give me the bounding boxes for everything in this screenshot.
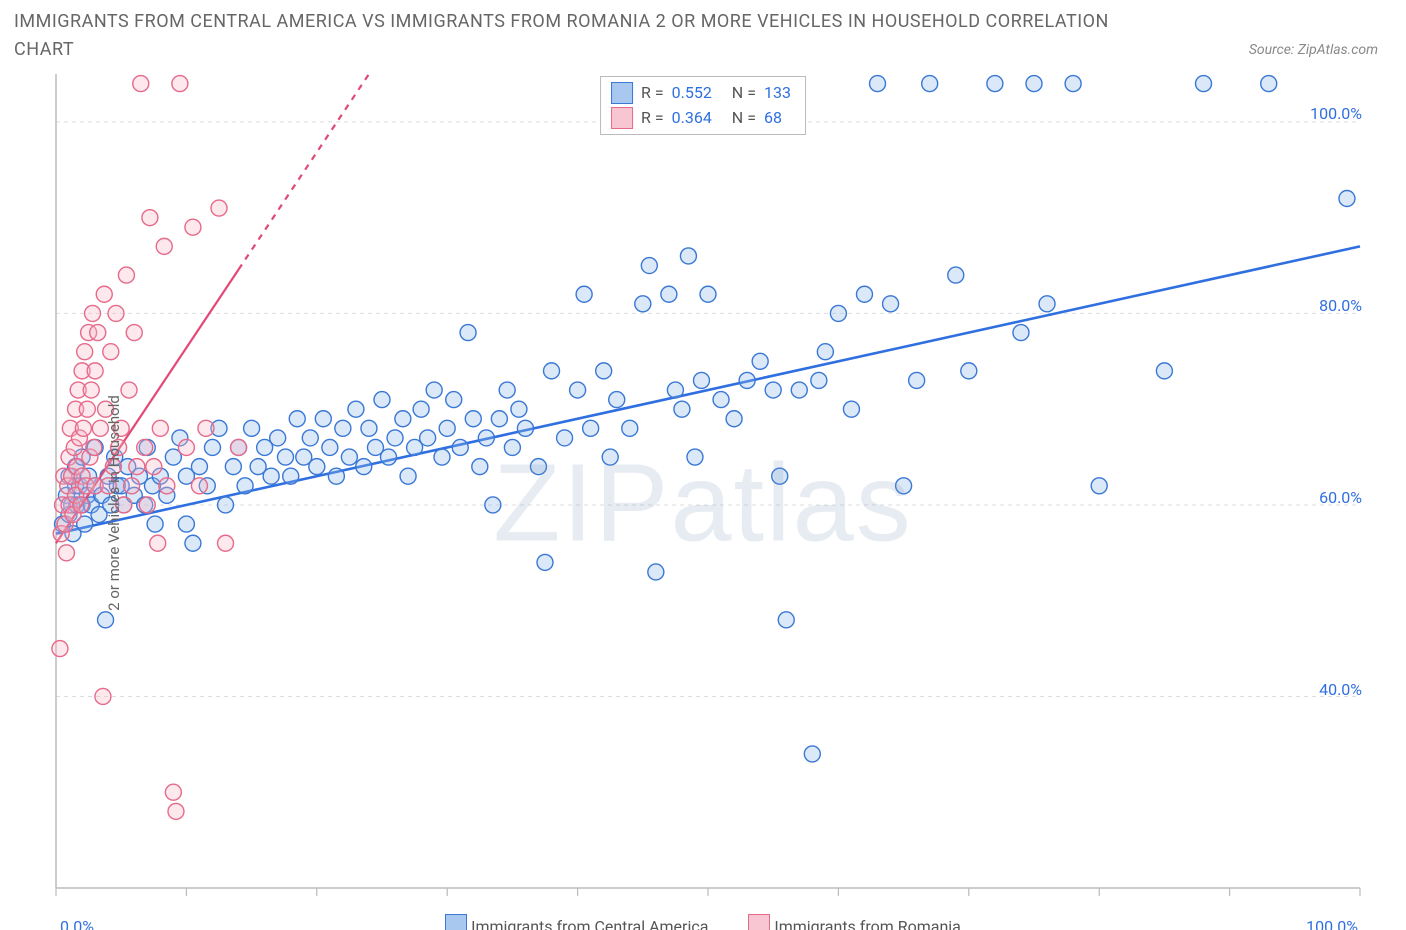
n-label: N = xyxy=(732,106,756,131)
n-value: 133 xyxy=(764,81,791,106)
correlation-row-pink: R = 0.364 N = 68 xyxy=(611,106,791,131)
legend-item-blue: Immigrants from Central America xyxy=(445,917,712,930)
y-tick-label: 60.0% xyxy=(1319,488,1362,507)
y-tick-label: 40.0% xyxy=(1319,680,1362,699)
swatch-pink-icon xyxy=(748,914,770,930)
n-value: 68 xyxy=(764,106,782,131)
correlation-row-blue: R = 0.552 N = 133 xyxy=(611,81,791,106)
source-name: ZipAtlas.com xyxy=(1298,42,1378,58)
r-label: R = xyxy=(641,81,664,106)
y-tick-label: 100.0% xyxy=(1310,104,1362,123)
swatch-pink-icon xyxy=(611,107,633,129)
r-value: 0.552 xyxy=(672,81,712,106)
scatter-plot-svg xyxy=(0,68,1406,916)
source-attribution: Source: ZipAtlas.com xyxy=(1249,42,1378,64)
r-value: 0.364 xyxy=(672,106,712,131)
n-label: N = xyxy=(732,81,756,106)
correlation-box: R = 0.552 N = 133 R = 0.364 N = 68 xyxy=(600,76,806,136)
chart-title: IMMIGRANTS FROM CENTRAL AMERICA VS IMMIG… xyxy=(14,8,1154,64)
y-axis-label: 2 or more Vehicles in Household xyxy=(105,395,123,611)
swatch-blue-icon xyxy=(445,914,467,930)
legend-label: Immigrants from Central America xyxy=(471,917,708,930)
y-tick-label: 80.0% xyxy=(1319,296,1362,315)
chart-area: 2 or more Vehicles in Household ZIPatlas… xyxy=(0,68,1406,930)
legend-label: Immigrants from Romania xyxy=(774,917,961,930)
swatch-blue-icon xyxy=(611,82,633,104)
r-label: R = xyxy=(641,106,664,131)
legend-item-pink: Immigrants from Romania xyxy=(748,917,960,930)
source-prefix: Source: xyxy=(1249,42,1298,58)
bottom-legend: Immigrants from Central America Immigran… xyxy=(0,914,1406,930)
